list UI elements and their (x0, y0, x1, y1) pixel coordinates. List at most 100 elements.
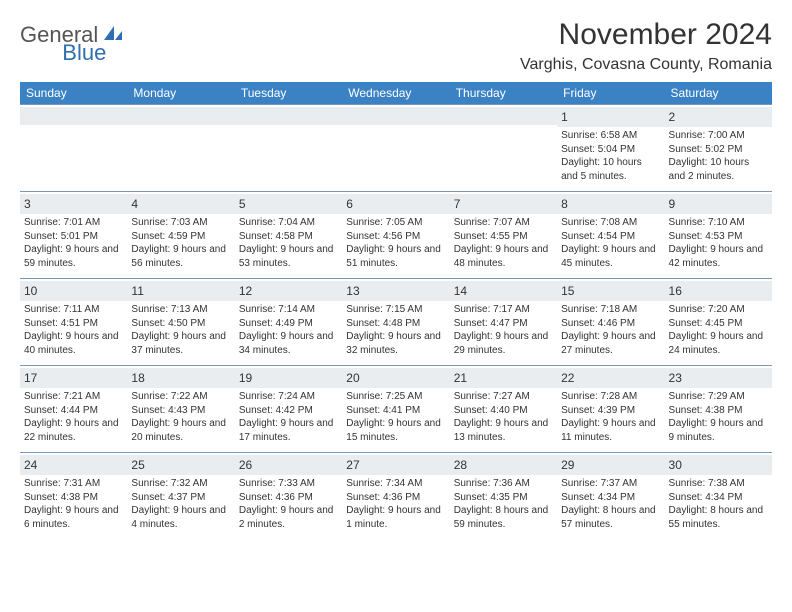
logo-text-blue: Blue (62, 40, 106, 66)
day-info: Sunrise: 7:14 AMSunset: 4:49 PMDaylight:… (239, 303, 338, 357)
day-header-cell: Wednesday (342, 82, 449, 104)
sunset-text: Sunset: 4:36 PM (346, 491, 445, 505)
sunset-text: Sunset: 4:38 PM (24, 491, 123, 505)
sunrise-text: Sunrise: 7:20 AM (669, 303, 768, 317)
calendar-grid: SundayMondayTuesdayWednesdayThursdayFrid… (20, 82, 772, 539)
sunset-text: Sunset: 4:50 PM (131, 317, 230, 331)
day-header-cell: Thursday (450, 82, 557, 104)
sunrise-text: Sunrise: 7:14 AM (239, 303, 338, 317)
sunrise-text: Sunrise: 7:11 AM (24, 303, 123, 317)
day-info: Sunrise: 7:18 AMSunset: 4:46 PMDaylight:… (561, 303, 660, 357)
day-number: 6 (342, 194, 449, 214)
day-info: Sunrise: 7:33 AMSunset: 4:36 PMDaylight:… (239, 477, 338, 531)
sunrise-text: Sunrise: 7:08 AM (561, 216, 660, 230)
daylight-text: Daylight: 9 hours and 32 minutes. (346, 330, 445, 357)
sunset-text: Sunset: 4:39 PM (561, 404, 660, 418)
daylight-text: Daylight: 9 hours and 34 minutes. (239, 330, 338, 357)
sunrise-text: Sunrise: 7:22 AM (131, 390, 230, 404)
day-info: Sunrise: 7:37 AMSunset: 4:34 PMDaylight:… (561, 477, 660, 531)
sunset-text: Sunset: 4:37 PM (131, 491, 230, 505)
daylight-text: Daylight: 9 hours and 27 minutes. (561, 330, 660, 357)
day-cell (450, 105, 557, 191)
day-info: Sunrise: 7:03 AMSunset: 4:59 PMDaylight:… (131, 216, 230, 270)
header-row: General Blue November 2024 Varghis, Cova… (20, 18, 772, 74)
location-text: Varghis, Covasna County, Romania (520, 56, 772, 74)
sunrise-text: Sunrise: 7:32 AM (131, 477, 230, 491)
day-cell: 7Sunrise: 7:07 AMSunset: 4:55 PMDaylight… (450, 192, 557, 278)
day-info: Sunrise: 7:11 AMSunset: 4:51 PMDaylight:… (24, 303, 123, 357)
sunset-text: Sunset: 5:01 PM (24, 230, 123, 244)
daylight-text: Daylight: 9 hours and 45 minutes. (561, 243, 660, 270)
sunrise-text: Sunrise: 7:31 AM (24, 477, 123, 491)
day-cell: 8Sunrise: 7:08 AMSunset: 4:54 PMDaylight… (557, 192, 664, 278)
day-cell: 26Sunrise: 7:33 AMSunset: 4:36 PMDayligh… (235, 453, 342, 539)
sunset-text: Sunset: 4:49 PM (239, 317, 338, 331)
day-number: 11 (127, 281, 234, 301)
sunset-text: Sunset: 4:44 PM (24, 404, 123, 418)
day-number: 3 (20, 194, 127, 214)
day-number: 28 (450, 455, 557, 475)
week-row: 24Sunrise: 7:31 AMSunset: 4:38 PMDayligh… (20, 452, 772, 539)
day-number: 26 (235, 455, 342, 475)
daylight-text: Daylight: 9 hours and 59 minutes. (24, 243, 123, 270)
day-info: Sunrise: 7:15 AMSunset: 4:48 PMDaylight:… (346, 303, 445, 357)
day-number (20, 107, 127, 125)
daylight-text: Daylight: 9 hours and 24 minutes. (669, 330, 768, 357)
sunset-text: Sunset: 4:45 PM (669, 317, 768, 331)
sunset-text: Sunset: 4:34 PM (669, 491, 768, 505)
sunrise-text: Sunrise: 7:05 AM (346, 216, 445, 230)
day-number: 20 (342, 368, 449, 388)
day-info: Sunrise: 7:07 AMSunset: 4:55 PMDaylight:… (454, 216, 553, 270)
sunset-text: Sunset: 4:42 PM (239, 404, 338, 418)
day-cell (20, 105, 127, 191)
daylight-text: Daylight: 9 hours and 40 minutes. (24, 330, 123, 357)
day-cell: 6Sunrise: 7:05 AMSunset: 4:56 PMDaylight… (342, 192, 449, 278)
day-info: Sunrise: 7:36 AMSunset: 4:35 PMDaylight:… (454, 477, 553, 531)
day-cell: 18Sunrise: 7:22 AMSunset: 4:43 PMDayligh… (127, 366, 234, 452)
day-number: 4 (127, 194, 234, 214)
day-info: Sunrise: 7:29 AMSunset: 4:38 PMDaylight:… (669, 390, 768, 444)
day-cell: 19Sunrise: 7:24 AMSunset: 4:42 PMDayligh… (235, 366, 342, 452)
day-info: Sunrise: 7:34 AMSunset: 4:36 PMDaylight:… (346, 477, 445, 531)
sunrise-text: Sunrise: 7:34 AM (346, 477, 445, 491)
day-info: Sunrise: 7:04 AMSunset: 4:58 PMDaylight:… (239, 216, 338, 270)
day-number: 16 (665, 281, 772, 301)
daylight-text: Daylight: 9 hours and 37 minutes. (131, 330, 230, 357)
day-info: Sunrise: 7:27 AMSunset: 4:40 PMDaylight:… (454, 390, 553, 444)
day-cell: 23Sunrise: 7:29 AMSunset: 4:38 PMDayligh… (665, 366, 772, 452)
day-info: Sunrise: 7:00 AMSunset: 5:02 PMDaylight:… (669, 129, 768, 183)
day-info: Sunrise: 7:22 AMSunset: 4:43 PMDaylight:… (131, 390, 230, 444)
day-number (127, 107, 234, 125)
sunrise-text: Sunrise: 7:04 AM (239, 216, 338, 230)
weeks-container: 1Sunrise: 6:58 AMSunset: 5:04 PMDaylight… (20, 104, 772, 539)
sunrise-text: Sunrise: 7:38 AM (669, 477, 768, 491)
sunrise-text: Sunrise: 7:03 AM (131, 216, 230, 230)
day-info: Sunrise: 7:28 AMSunset: 4:39 PMDaylight:… (561, 390, 660, 444)
logo: General Blue (20, 18, 170, 48)
day-number: 19 (235, 368, 342, 388)
daylight-text: Daylight: 9 hours and 1 minute. (346, 504, 445, 531)
daylight-text: Daylight: 9 hours and 22 minutes. (24, 417, 123, 444)
sunrise-text: Sunrise: 7:15 AM (346, 303, 445, 317)
day-header-row: SundayMondayTuesdayWednesdayThursdayFrid… (20, 82, 772, 104)
day-number: 25 (127, 455, 234, 475)
sunset-text: Sunset: 4:38 PM (669, 404, 768, 418)
day-number: 18 (127, 368, 234, 388)
day-number: 17 (20, 368, 127, 388)
day-number: 12 (235, 281, 342, 301)
daylight-text: Daylight: 9 hours and 48 minutes. (454, 243, 553, 270)
daylight-text: Daylight: 9 hours and 4 minutes. (131, 504, 230, 531)
day-header-cell: Monday (127, 82, 234, 104)
day-number: 27 (342, 455, 449, 475)
sunrise-text: Sunrise: 7:17 AM (454, 303, 553, 317)
day-cell: 11Sunrise: 7:13 AMSunset: 4:50 PMDayligh… (127, 279, 234, 365)
daylight-text: Daylight: 9 hours and 15 minutes. (346, 417, 445, 444)
sunrise-text: Sunrise: 7:10 AM (669, 216, 768, 230)
sunrise-text: Sunrise: 7:28 AM (561, 390, 660, 404)
sunset-text: Sunset: 4:34 PM (561, 491, 660, 505)
sunrise-text: Sunrise: 7:36 AM (454, 477, 553, 491)
sunrise-text: Sunrise: 7:29 AM (669, 390, 768, 404)
daylight-text: Daylight: 10 hours and 2 minutes. (669, 156, 768, 183)
day-info: Sunrise: 7:05 AMSunset: 4:56 PMDaylight:… (346, 216, 445, 270)
day-number (342, 107, 449, 125)
